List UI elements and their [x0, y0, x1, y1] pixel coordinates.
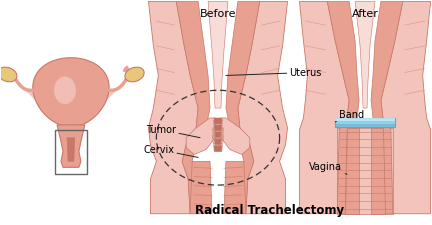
Bar: [335, 124, 395, 127]
Polygon shape: [176, 1, 210, 214]
Polygon shape: [345, 128, 359, 214]
Polygon shape: [149, 1, 198, 214]
Bar: [55, 130, 87, 174]
Ellipse shape: [0, 67, 17, 82]
Polygon shape: [213, 144, 223, 151]
Polygon shape: [381, 1, 431, 214]
Polygon shape: [371, 1, 403, 214]
Text: Cervix: Cervix: [143, 144, 198, 158]
Polygon shape: [208, 1, 228, 108]
Text: Band: Band: [335, 110, 364, 122]
Ellipse shape: [54, 76, 76, 104]
Polygon shape: [22, 87, 57, 118]
Polygon shape: [337, 128, 393, 214]
Polygon shape: [221, 118, 250, 155]
Polygon shape: [371, 128, 385, 214]
Polygon shape: [215, 125, 222, 131]
Polygon shape: [57, 125, 85, 167]
Polygon shape: [186, 118, 215, 155]
Polygon shape: [226, 1, 260, 214]
Polygon shape: [327, 1, 359, 214]
Polygon shape: [67, 138, 75, 161]
Polygon shape: [212, 128, 224, 136]
Polygon shape: [214, 118, 222, 124]
Polygon shape: [212, 136, 224, 144]
Polygon shape: [33, 58, 109, 127]
Polygon shape: [190, 161, 212, 214]
Bar: [335, 118, 395, 127]
Text: After: After: [352, 9, 378, 19]
Text: Uterus: Uterus: [226, 68, 322, 77]
Text: Tumor: Tumor: [146, 125, 200, 138]
Text: Before: Before: [200, 9, 236, 19]
Polygon shape: [355, 1, 375, 108]
Text: Radical Trachelectomy: Radical Trachelectomy: [195, 204, 344, 217]
Polygon shape: [238, 1, 288, 214]
Polygon shape: [213, 120, 223, 128]
Text: Vagina: Vagina: [309, 162, 347, 174]
Polygon shape: [299, 1, 349, 214]
Bar: [335, 118, 395, 121]
Ellipse shape: [125, 67, 144, 82]
Polygon shape: [215, 132, 221, 138]
Polygon shape: [85, 87, 120, 118]
Polygon shape: [215, 139, 222, 145]
Polygon shape: [214, 146, 222, 151]
Polygon shape: [224, 161, 246, 214]
